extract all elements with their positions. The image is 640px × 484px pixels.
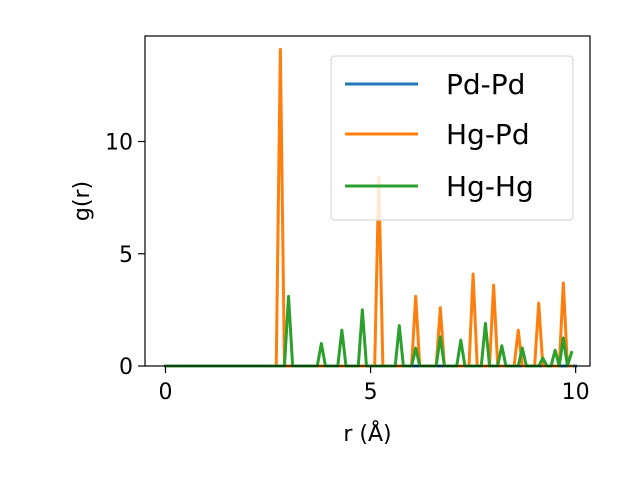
y-axis-label: g(r) [70, 181, 95, 221]
legend-box [330, 55, 574, 221]
legend-layer: Pd-Pd Hg-Pd Hg-Hg [330, 55, 574, 221]
legend-label-hg-pd: Hg-Pd [446, 118, 530, 151]
x-tick-label-2: 10 [562, 380, 590, 405]
x-tick-label-0: 0 [159, 380, 173, 405]
plot-frame [144, 35, 591, 367]
y-tick-label-0: 0 [119, 355, 133, 380]
legend-label-hg-hg: Hg-Hg [446, 170, 534, 203]
x-axis-label: r (Å) [343, 420, 391, 447]
legend-label-pd-pd: Pd-Pd [446, 68, 525, 101]
x-tick-label-1: 5 [364, 380, 378, 405]
series-line-hg-pd [164, 47, 574, 368]
y-tick-label-2: 10 [105, 131, 133, 156]
axes-layer: 0 5 10 0 5 10 [105, 35, 591, 405]
y-tick-label-1: 5 [119, 243, 133, 268]
